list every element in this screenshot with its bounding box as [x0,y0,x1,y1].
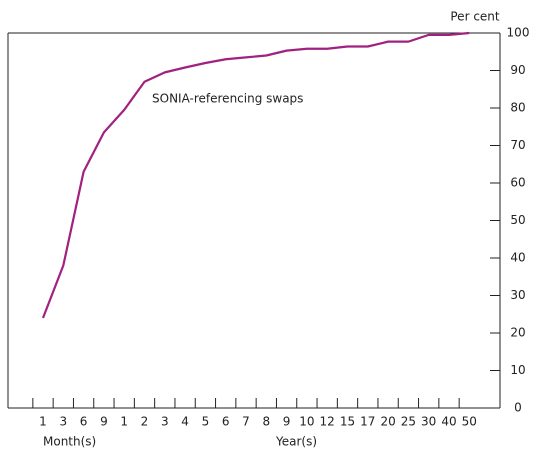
x-tick-label: 50 [462,415,477,429]
x-tick-label: 15 [340,415,355,429]
y-tick-label: 100 [507,26,530,40]
x-tick-label: 6 [222,415,230,429]
x-tick-label: 8 [262,415,270,429]
x-tick-label: 4 [181,415,189,429]
x-group-label: Month(s) [43,435,96,449]
y-tick-label: 50 [510,213,525,227]
y-tick-label: 10 [510,363,525,377]
y-tick-label: 90 [510,63,525,77]
x-tick-label: 9 [283,415,291,429]
x-tick-label: 3 [59,415,67,429]
x-tick-label: 12 [320,415,335,429]
data-line [41,31,470,319]
y-tick-label: 20 [510,326,525,340]
x-tick-label: 25 [401,415,416,429]
x-tick-label: 2 [141,415,149,429]
y-tick-label: 70 [510,138,525,152]
x-tick-label: 30 [421,415,436,429]
x-tick-label: 1 [39,415,47,429]
x-tick-label: 20 [380,415,395,429]
y-unit-label: Per cent [450,10,500,24]
x-tick-label: 1 [120,415,128,429]
x-tick-label: 10 [299,415,314,429]
x-tick-label: 17 [360,415,375,429]
x-tick-label: 9 [100,415,108,429]
annotation: SONIA-referencing swaps [152,92,303,106]
y-tick-label: 30 [510,288,525,302]
y-tick-label: 0 [514,401,522,415]
x-tick-label: 40 [441,415,456,429]
y-tick-label: 80 [510,101,525,115]
x-tick-label: 6 [80,415,88,429]
x-tick-label: 3 [161,415,169,429]
x-group-label: Year(s) [275,435,317,449]
x-tick-label: 5 [202,415,210,429]
x-tick-label: 7 [242,415,250,429]
y-tick-label: 40 [510,251,525,265]
y-tick-label: 60 [510,176,525,190]
